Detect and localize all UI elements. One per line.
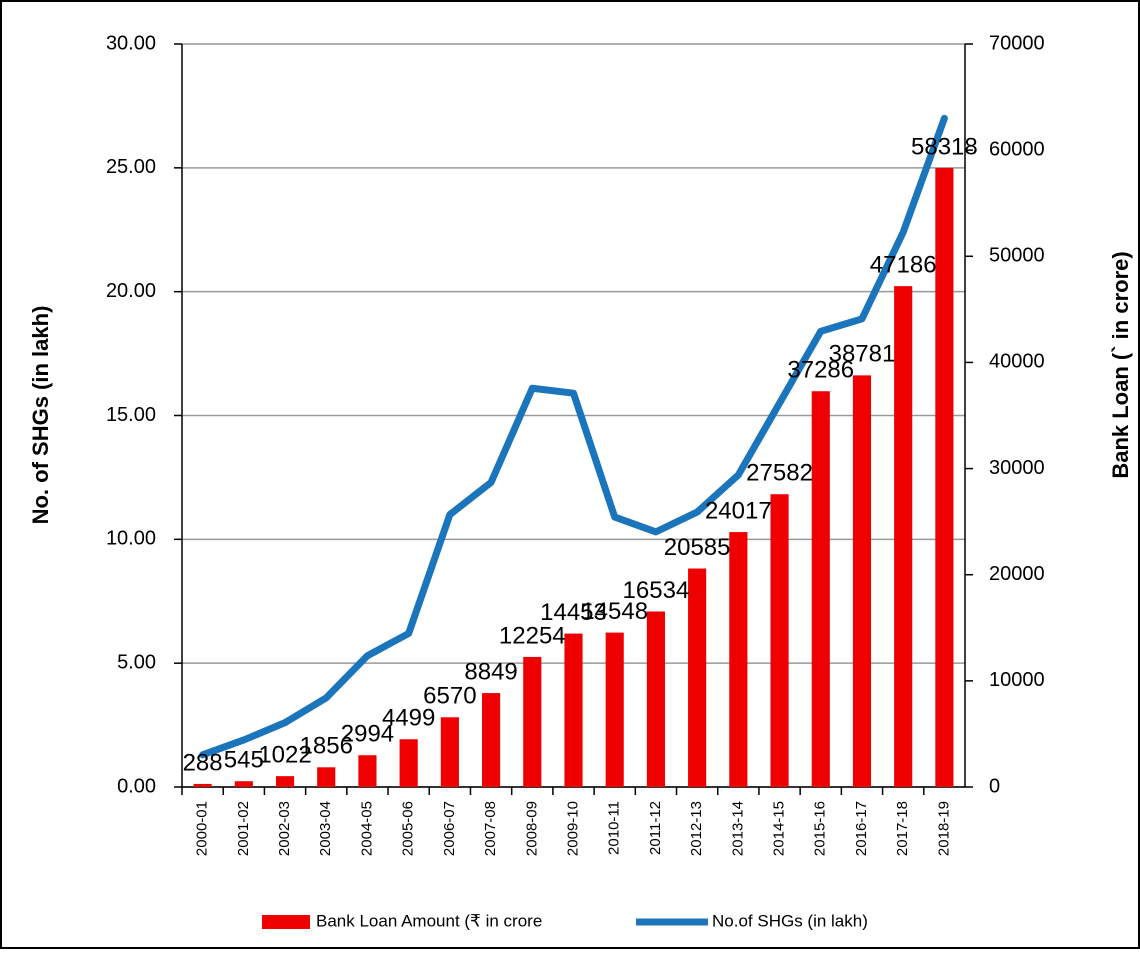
x-tick-label: 2013-14 [729, 801, 746, 856]
y2-tick-label: 50000 [989, 245, 1045, 267]
x-tick-label: 2002-03 [276, 801, 293, 856]
legend-swatch [262, 915, 310, 929]
bar [275, 776, 295, 787]
y-tick-label: 10.00 [106, 528, 156, 550]
data-label: 4499 [382, 705, 435, 732]
bar [523, 656, 542, 787]
x-tick-label: 2005-06 [400, 801, 417, 856]
data-label: 12254 [499, 622, 566, 649]
bar [935, 167, 954, 787]
bar [605, 632, 624, 787]
y2-tick-label: 70000 [989, 32, 1045, 54]
y-axis-title: No. of SHGs (in lakh) [28, 306, 53, 525]
data-label: 14453 [540, 599, 607, 626]
data-label: 8849 [464, 658, 517, 685]
data-label: 24017 [705, 497, 772, 524]
y-tick-label: 0.00 [117, 775, 156, 797]
legend-label: No.of SHGs (in lakh) [712, 911, 868, 930]
bar [399, 739, 418, 787]
data-label: 20585 [664, 534, 731, 561]
data-label: 288 [183, 749, 223, 776]
bar [193, 783, 212, 787]
y2-tick-label: 40000 [989, 351, 1045, 373]
bar [729, 532, 748, 787]
data-label: 6570 [423, 683, 476, 710]
x-tick-label: 2006-07 [441, 801, 458, 856]
y-tick-label: 25.00 [106, 156, 156, 178]
bar [770, 494, 789, 787]
x-tick-label: 2009-10 [564, 801, 581, 856]
y-tick-label: 15.00 [106, 404, 156, 426]
data-label: 37286 [787, 357, 854, 384]
x-tick-label: 2010-11 [606, 801, 623, 855]
y2-tick-label: 20000 [989, 563, 1045, 585]
bar [688, 568, 707, 787]
y-tick-label: 30.00 [106, 32, 156, 54]
bar [646, 611, 665, 787]
bar [317, 767, 336, 787]
x-tick-label: 2007-08 [482, 801, 499, 856]
data-label: 14548 [581, 598, 648, 625]
x-tick-label: 2018-19 [935, 801, 952, 856]
data-label: 38781 [829, 341, 896, 368]
line [199, 114, 948, 759]
y-tick-label: 20.00 [106, 280, 156, 302]
data-label: 1022 [258, 741, 311, 768]
bar [358, 755, 377, 787]
data-label: 47186 [870, 251, 937, 278]
bar [482, 693, 501, 787]
legend-label: Bank Loan Amount (₹ in crore [316, 911, 542, 930]
x-tick-label: 2016-17 [853, 801, 870, 856]
x-tick-label: 2014-15 [771, 801, 788, 856]
bar [852, 375, 872, 787]
data-label: 16534 [623, 577, 690, 604]
x-tick-label: 2000-01 [194, 801, 211, 856]
bar [440, 717, 459, 787]
x-tick-label: 2012-13 [688, 801, 705, 856]
x-tick-label: 2003-04 [317, 801, 334, 856]
x-tick-label: 2015-16 [812, 801, 829, 856]
y2-tick-label: 30000 [989, 457, 1045, 479]
x-tick-label: 2008-09 [523, 801, 540, 856]
data-label: 1856 [300, 733, 353, 760]
y-tick-label: 5.00 [117, 651, 156, 673]
y2-tick-label: 0 [989, 775, 1000, 797]
bar [234, 781, 253, 787]
bar [811, 391, 830, 787]
y2-axis-title: Bank Loan (` in crore) [1108, 251, 1133, 478]
bar [894, 286, 913, 787]
data-label: 27582 [746, 460, 813, 487]
data-label: 58318 [911, 133, 978, 160]
x-tick-label: 2004-05 [358, 801, 375, 856]
y2-tick-label: 60000 [989, 138, 1045, 160]
data-label: 545 [224, 747, 264, 774]
x-tick-label: 2011-12 [647, 801, 664, 855]
bar [564, 633, 583, 787]
x-tick-label: 2001-02 [235, 801, 252, 856]
y2-tick-label: 10000 [989, 669, 1045, 691]
data-label: 2994 [341, 721, 394, 748]
x-tick-label: 2017-18 [894, 801, 911, 856]
